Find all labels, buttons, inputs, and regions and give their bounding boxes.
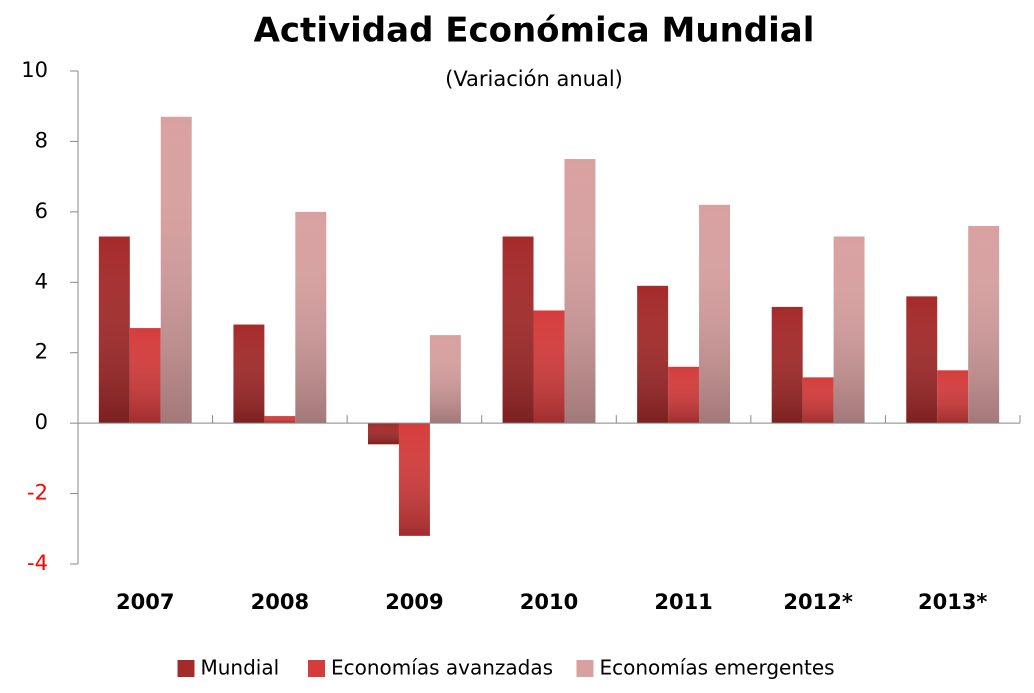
bar-shade <box>771 306 803 424</box>
bar-shade <box>429 335 461 424</box>
x-tick-label: 2008 <box>251 590 309 614</box>
legend-label: Economías avanzadas <box>331 656 553 680</box>
bar-shade <box>295 211 327 424</box>
legend-swatch <box>308 660 325 677</box>
bar-shade <box>98 236 130 424</box>
y-tick-label: 4 <box>35 269 48 293</box>
y-tick-label: -2 <box>27 481 48 505</box>
legend-label: Economías emergentes <box>600 656 835 680</box>
bar-shade <box>129 328 161 424</box>
x-tick-label: 2010 <box>520 590 578 614</box>
bar-shade <box>668 366 700 424</box>
bar-shade <box>833 236 865 424</box>
chart-title: Actividad Económica Mundial <box>254 11 815 51</box>
bar-shade <box>637 285 669 424</box>
y-tick-label: -4 <box>27 551 48 575</box>
y-tick-label: 8 <box>35 128 48 152</box>
x-tick-label: 2011 <box>654 590 712 614</box>
legend-swatch <box>177 660 195 677</box>
bar-shade <box>802 377 834 424</box>
bar-shade <box>564 159 596 424</box>
chart-subtitle: (Variación anual) <box>445 67 623 91</box>
x-tick-label: 2009 <box>385 590 443 614</box>
bar-shade <box>398 423 430 536</box>
x-tick-label: 2012* <box>783 590 852 614</box>
x-tick-label: 2007 <box>116 590 174 614</box>
bar-shade <box>533 310 565 424</box>
y-tick-label: 0 <box>35 410 48 434</box>
x-tick-label: 2013* <box>918 590 987 614</box>
bar-shade <box>160 116 192 424</box>
bar-shade <box>906 296 938 424</box>
bar-shade <box>368 423 399 445</box>
bar-shade <box>233 324 265 424</box>
y-tick-label: 10 <box>21 58 48 82</box>
y-tick-label: 2 <box>35 340 48 364</box>
bar-shade <box>699 204 730 424</box>
legend-label: Mundial <box>201 656 280 680</box>
y-tick-label: 6 <box>35 199 48 223</box>
bar-shade <box>968 225 1000 424</box>
bar-shade <box>264 416 296 424</box>
legend-swatch <box>576 660 594 677</box>
bar-shade <box>937 370 969 424</box>
bar-shade <box>502 236 534 424</box>
